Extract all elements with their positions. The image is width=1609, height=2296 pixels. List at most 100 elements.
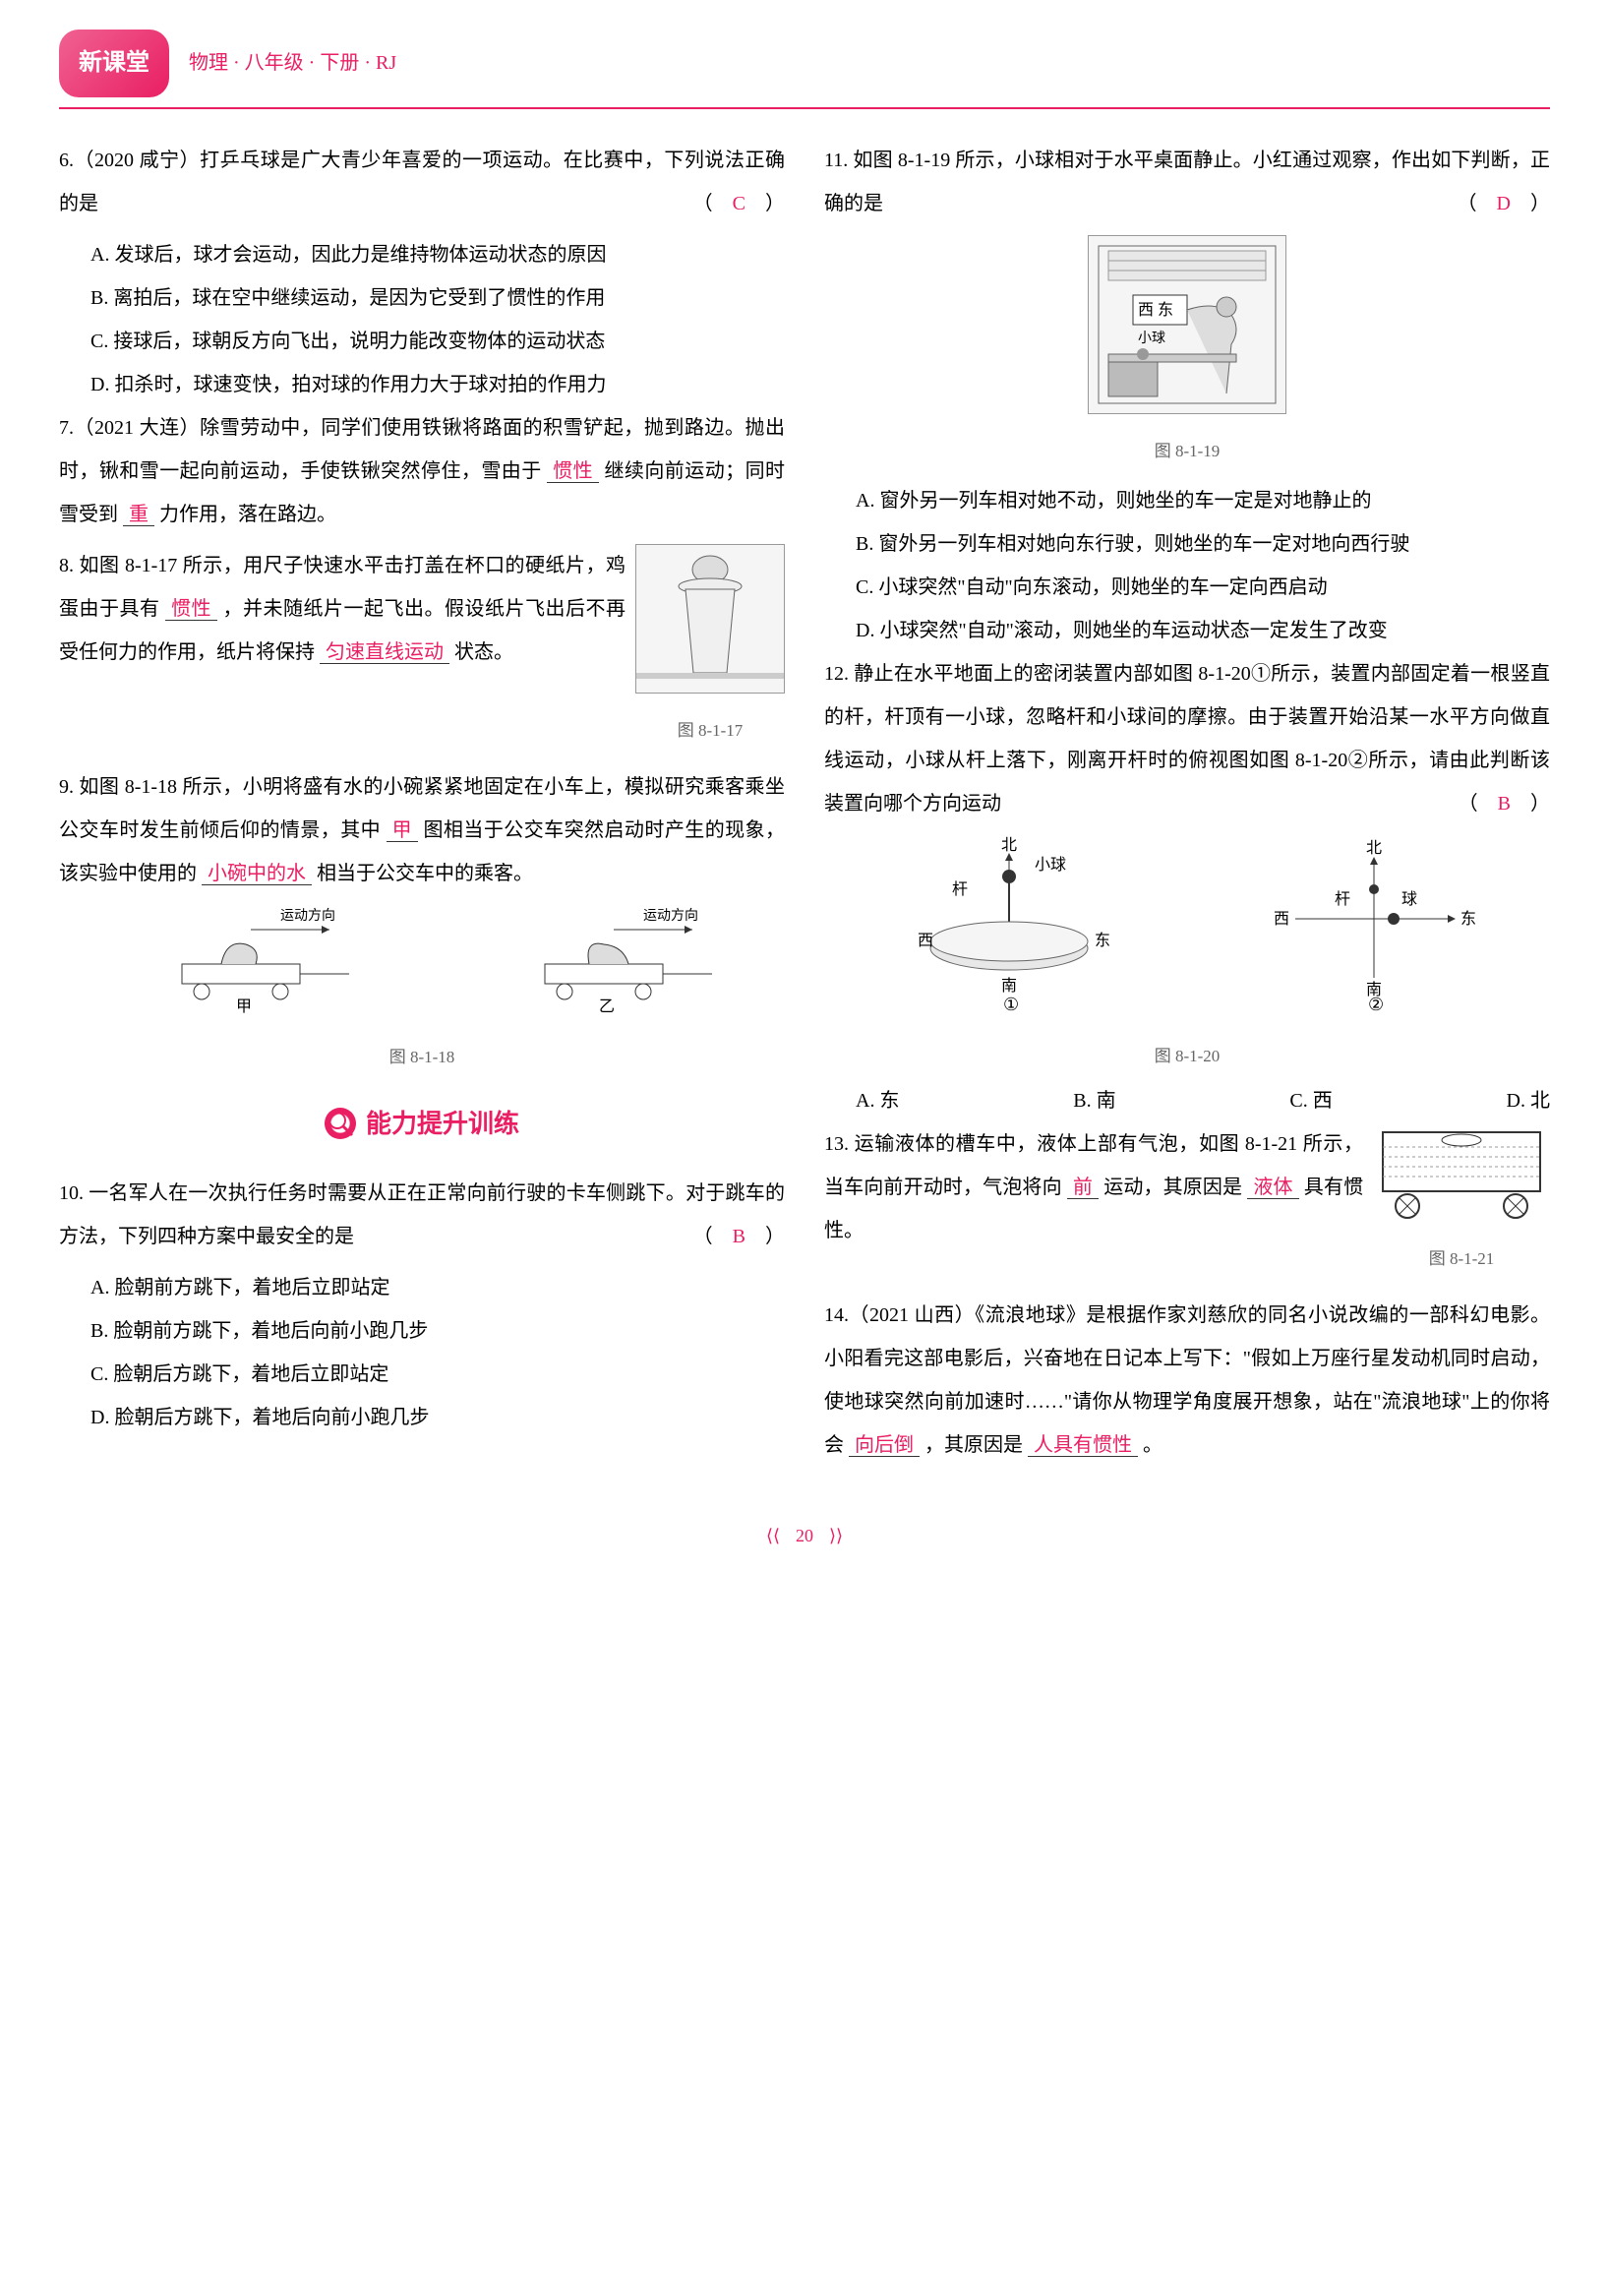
q12-optC: C. 西: [1289, 1079, 1332, 1122]
svg-text:杆: 杆: [952, 880, 968, 898]
q11-optA: A. 窗外另一列车相对她不动，则她坐的车一定是对地静止的: [824, 479, 1550, 522]
magnifier-icon: [325, 1108, 356, 1139]
page-number-box: 20: [59, 1514, 1550, 1557]
svg-text:杆: 杆: [1335, 890, 1350, 908]
svg-text:②: ②: [1368, 995, 1384, 1012]
section-title: 能力提升训练: [366, 1096, 519, 1152]
q11-answer-paren: （ D ）: [1458, 182, 1550, 225]
fig-8-1-19: 西 东 小红 小球: [1088, 235, 1286, 414]
question-14: 14.（2021 山西）《流浪地球》是根据作家刘慈欣的同名小说改编的一部科幻电影…: [824, 1294, 1550, 1467]
fig-8-1-20-2: 北 西 东 南 杆 球 ②: [1256, 835, 1492, 1028]
q7-stem3: 力作用，落在路边。: [159, 504, 336, 525]
svg-text:①: ①: [1003, 995, 1019, 1012]
q9-ans2: 小碗中的水: [202, 863, 312, 885]
q9-stem3: 相当于公交车中的乘客。: [317, 863, 533, 884]
header-badge: 新课堂: [59, 30, 169, 97]
q11-optD: D. 小球突然"自动"滚动，则她坐的车运动状态一定发生了改变: [824, 609, 1550, 652]
q14-stem3: 。: [1143, 1434, 1162, 1456]
fig-8-1-18-label: 图 8-1-18: [59, 1039, 785, 1075]
q7-ans2: 重: [123, 504, 154, 526]
fig-8-1-21-box: 图 8-1-21: [1373, 1122, 1550, 1281]
q12-optA: A. 东: [856, 1079, 899, 1122]
q10-optB: B. 脸朝前方跳下，着地后向前小跑几步: [59, 1309, 785, 1353]
q10-answer: B: [733, 1226, 745, 1247]
page-number: 20: [766, 1517, 843, 1556]
fig-8-1-17: [635, 544, 785, 694]
svg-text:乙: 乙: [599, 998, 615, 1013]
q12-optD: D. 北: [1507, 1079, 1550, 1122]
svg-text:小球: 小球: [1138, 331, 1165, 346]
svg-text:北: 北: [1366, 839, 1382, 857]
q12-options: A. 东 B. 南 C. 西 D. 北: [824, 1079, 1550, 1122]
q11-optB: B. 窗外另一列车相对她向东行驶，则她坐的车一定对地向西行驶: [824, 522, 1550, 566]
q6-optB: B. 离拍后，球在空中继续运动，是因为它受到了惯性的作用: [59, 276, 785, 320]
q12-optB: B. 南: [1073, 1079, 1115, 1122]
header-info: 物理 · 八年级 · 下册 · RJ: [189, 41, 396, 85]
svg-text:北: 北: [1001, 836, 1017, 854]
q13-ans2: 液体: [1247, 1177, 1298, 1199]
svg-text:东: 东: [1460, 910, 1476, 928]
right-column: 11. 如图 8-1-19 所示，小球相对于水平桌面静止。小红通过观察，作出如下…: [824, 139, 1550, 1475]
q11-stem: 11. 如图 8-1-19 所示，小球相对于水平桌面静止。小红通过观察，作出如下…: [824, 150, 1550, 214]
q11-optC: C. 小球突然"自动"向东滚动，则她坐的车一定向西启动: [824, 566, 1550, 609]
question-7: 7.（2021 大连）除雪劳动中，同学们使用铁锹将路面的积雪铲起，抛到路边。抛出…: [59, 406, 785, 536]
q14-stem1: 14.（2021 山西）《流浪地球》是根据作家刘慈欣的同名小说改编的一部科幻电影…: [824, 1304, 1550, 1456]
fig-8-1-17-box: 图 8-1-17: [635, 544, 785, 753]
q10-optC: C. 脸朝后方跳下，着地后立即站定: [59, 1353, 785, 1396]
svg-text:西: 西: [918, 933, 933, 949]
q6-optA: A. 发球后，球才会运动，因此力是维持物体运动状态的原因: [59, 233, 785, 276]
question-11: 11. 如图 8-1-19 所示，小球相对于水平桌面静止。小红通过观察，作出如下…: [824, 139, 1550, 225]
question-10: 10. 一名军人在一次执行任务时需要从正在正常向前行驶的卡车侧跳下。对于跳车的方…: [59, 1172, 785, 1258]
q8-ans1: 惯性: [165, 598, 217, 621]
fig-8-1-20-label: 图 8-1-20: [824, 1038, 1550, 1074]
question-8: 图 8-1-17 8. 如图 8-1-17 所示，用尺子快速水平击打盖在杯口的硬…: [59, 544, 785, 757]
left-column: 6.（2020 咸宁）打乒乓球是广大青少年喜爱的一项运动。在比赛中，下列说法正确…: [59, 139, 785, 1475]
svg-text:甲: 甲: [236, 998, 252, 1013]
fig-8-1-20-1: 北 小球 杆 西 东 南 ①: [883, 835, 1139, 1028]
q14-ans1: 向后倒: [849, 1434, 920, 1457]
q9-ans1: 甲: [387, 819, 418, 842]
svg-text:球: 球: [1401, 890, 1417, 908]
question-13: 图 8-1-21 13. 运输液体的槽车中，液体上部有气泡，如图 8-1-21 …: [824, 1122, 1550, 1286]
question-9: 9. 如图 8-1-18 所示，小明将盛有水的小碗紧紧地固定在小车上，模拟研究乘…: [59, 765, 785, 895]
svg-text:运动方向: 运动方向: [280, 908, 335, 924]
fig-8-1-18-box: 运动方向 甲 运动方向: [59, 905, 785, 1029]
q14-stem2: ，其原因是: [924, 1434, 1023, 1456]
fig-8-1-21-label: 图 8-1-21: [1373, 1240, 1550, 1277]
q6-optD: D. 扣杀时，球速变快，拍对球的作用力大于球对拍的作用力: [59, 363, 785, 406]
section-header: 能力提升训练: [59, 1096, 785, 1152]
q10-optA: A. 脸朝前方跳下，着地后立即站定: [59, 1266, 785, 1309]
q14-ans2: 人具有惯性: [1028, 1434, 1138, 1457]
question-6: 6.（2020 咸宁）打乒乓球是广大青少年喜爱的一项运动。在比赛中，下列说法正确…: [59, 139, 785, 225]
q11-answer: D: [1497, 193, 1511, 214]
fig-8-1-18-jia: 运动方向 甲: [133, 905, 349, 1029]
q6-stem: 6.（2020 咸宁）打乒乓球是广大青少年喜爱的一项运动。在比赛中，下列说法正确…: [59, 150, 785, 214]
svg-text:东: 东: [1095, 932, 1110, 949]
svg-text:西 东: 西 东: [1138, 301, 1173, 319]
q10-optD: D. 脸朝后方跳下，着地后向前小跑几步: [59, 1396, 785, 1439]
q13-ans1: 前: [1067, 1177, 1099, 1199]
q6-answer-paren: （ C ）: [693, 182, 785, 225]
question-12: 12. 静止在水平地面上的密闭装置内部如图 8-1-20①所示，装置内部固定着一…: [824, 652, 1550, 825]
q8-ans2: 匀速直线运动: [320, 641, 449, 664]
svg-text:西: 西: [1274, 911, 1289, 928]
q12-answer: B: [1498, 793, 1511, 815]
fig-8-1-19-label: 图 8-1-19: [824, 433, 1550, 469]
q6-answer: C: [733, 193, 745, 214]
q8-stem3: 状态。: [454, 641, 513, 663]
q12-stem: 12. 静止在水平地面上的密闭装置内部如图 8-1-20①所示，装置内部固定着一…: [824, 663, 1550, 815]
q10-stem: 10. 一名军人在一次执行任务时需要从正在正常向前行驶的卡车侧跳下。对于跳车的方…: [59, 1182, 785, 1247]
svg-text:小球: 小球: [1035, 856, 1066, 874]
svg-text:运动方向: 运动方向: [643, 908, 698, 924]
q6-optC: C. 接球后，球朝反方向飞出，说明力能改变物体的运动状态: [59, 320, 785, 363]
fig-8-1-17-label: 图 8-1-17: [635, 712, 785, 749]
fig-8-1-18-yi: 运动方向 乙: [496, 905, 712, 1029]
svg-text:南: 南: [1001, 977, 1017, 995]
q10-answer-paren: （ B ）: [693, 1215, 785, 1258]
fig-8-1-20-box: 北 小球 杆 西 东 南 ① 北: [824, 835, 1550, 1028]
q12-answer-paren: （ B ）: [1459, 782, 1550, 825]
q13-stem2: 运动，其原因是: [1103, 1177, 1242, 1198]
fig-8-1-21: [1373, 1122, 1550, 1221]
q7-ans1: 惯性: [547, 460, 599, 483]
fig-8-1-19-box: 西 东 小红 小球 图 8-1-19: [824, 235, 1550, 469]
